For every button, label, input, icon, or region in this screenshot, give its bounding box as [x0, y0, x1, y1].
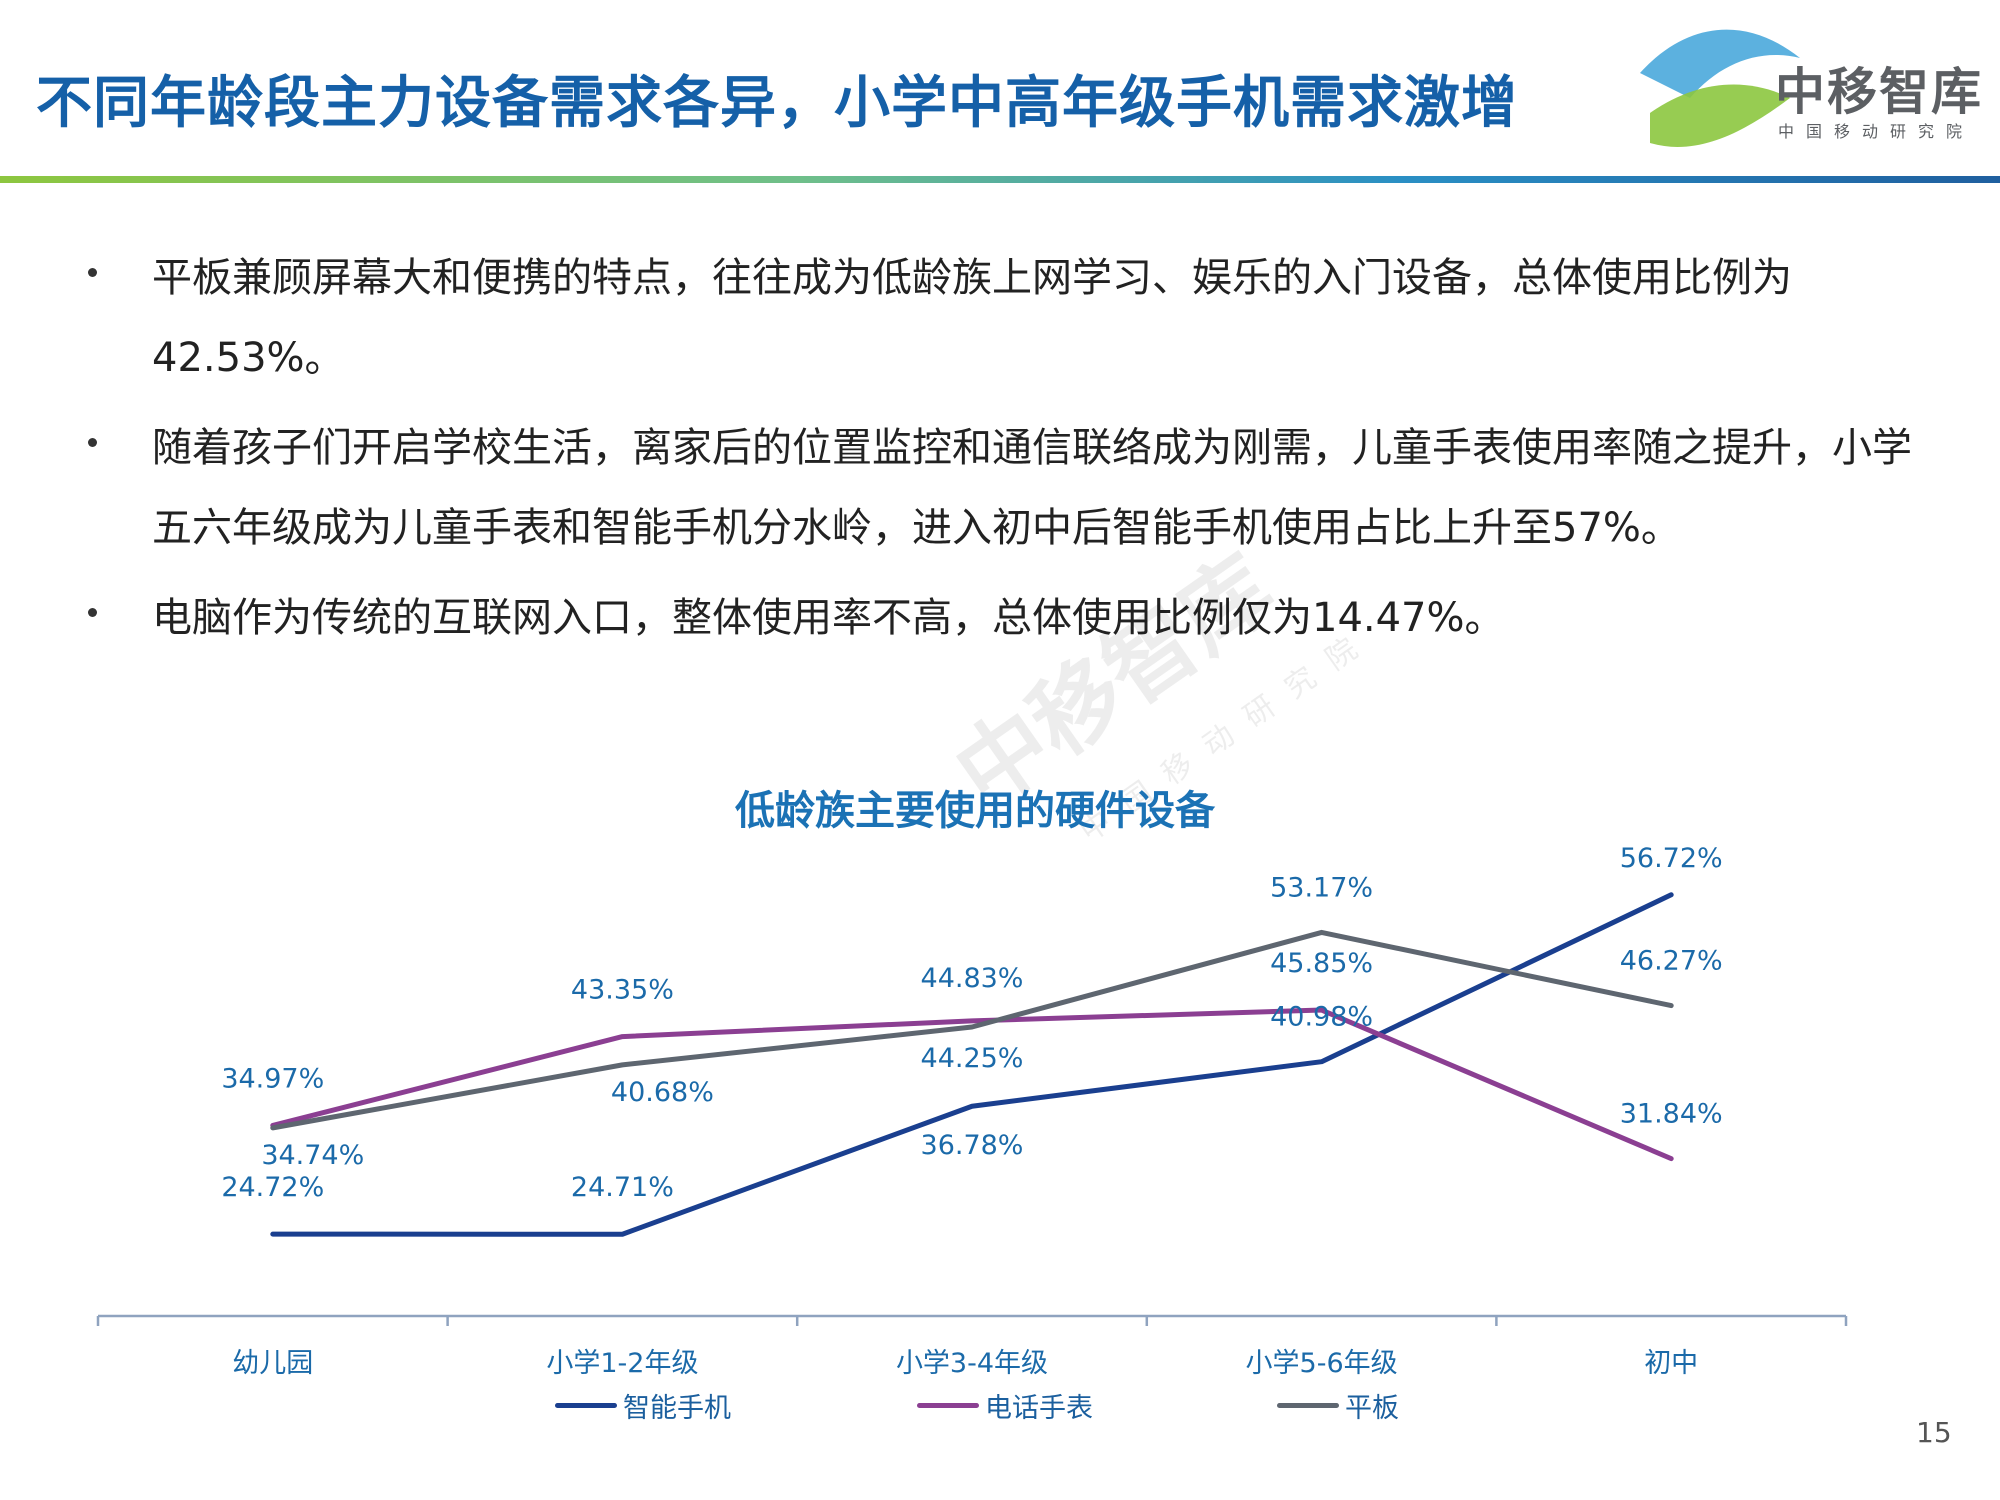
series-line-1 — [270, 1007, 1674, 1162]
bullet-dot-icon — [88, 608, 97, 617]
x-tick-label: 小学3-4年级 — [896, 1348, 1048, 1379]
header-divider — [0, 176, 2000, 183]
bullet-text: 随着孩子们开启学校生活，离家后的位置监控和通信联络成为刚需，儿童手表使用率随之提… — [152, 425, 1912, 551]
bullet-item: 平板兼顾屏幕大和便携的特点，往往成为低龄族上网学习、娱乐的入门设备，总体使用比例… — [80, 238, 1940, 398]
data-label: 46.27% — [1620, 946, 1723, 977]
page-number: 15 — [1916, 1416, 1952, 1449]
logo-subtitle: 中国移动研究院 — [1778, 122, 1975, 141]
page-title: 不同年龄段主力设备需求各异，小学中高年级手机需求激增 — [36, 71, 1518, 136]
data-label: 56.72% — [1620, 843, 1723, 874]
chart-title: 低龄族主要使用的硬件设备 — [735, 788, 1215, 834]
data-label: 34.74% — [261, 1140, 364, 1171]
data-label: 45.85% — [1270, 948, 1373, 979]
data-label: 40.98% — [1270, 1002, 1373, 1033]
data-label: 31.84% — [1620, 1099, 1723, 1130]
logo-icon — [1640, 29, 1800, 147]
bullet-item: 随着孩子们开启学校生活，离家后的位置监控和通信联络成为刚需，儿童手表使用率随之提… — [80, 408, 1940, 568]
data-label: 40.68% — [611, 1077, 714, 1108]
data-label: 44.25% — [921, 1043, 1024, 1074]
data-label: 44.83% — [921, 963, 1024, 994]
legend-swatch-smartphone — [555, 1403, 617, 1408]
x-tick-label: 初中 — [1644, 1348, 1698, 1379]
logo-name: 中移智库 — [1775, 63, 1983, 121]
series-line-0 — [270, 892, 1674, 1237]
bullet-item: 电脑作为传统的互联网入口，整体使用率不高，总体使用比例仅为14.47%。 — [80, 578, 1940, 658]
data-label: 53.17% — [1270, 872, 1373, 903]
data-label: 34.97% — [221, 1063, 324, 1094]
legend-label: 电话手表 — [985, 1393, 1093, 1424]
legend-label: 智能手机 — [623, 1393, 731, 1424]
legend-swatch-watch — [917, 1403, 979, 1408]
legend-label: 平板 — [1345, 1393, 1399, 1424]
x-tick-label: 小学5-6年级 — [1246, 1348, 1398, 1379]
data-label: 36.78% — [921, 1130, 1024, 1161]
bullet-text: 电脑作为传统的互联网入口，整体使用率不高，总体使用比例仅为14.47%。 — [152, 595, 1505, 641]
bullet-dot-icon — [88, 438, 97, 447]
data-label: 43.35% — [571, 975, 674, 1006]
bullet-text: 平板兼顾屏幕大和便携的特点，往往成为低龄族上网学习、娱乐的入门设备，总体使用比例… — [152, 255, 1792, 381]
bullet-dot-icon — [88, 268, 97, 277]
legend-swatch-tablet — [1277, 1403, 1339, 1408]
x-tick-label: 幼儿园 — [232, 1348, 313, 1379]
legend-item: 平板 — [1277, 1386, 1399, 1425]
data-label: 24.71% — [571, 1172, 674, 1203]
x-tick-label: 小学1-2年级 — [546, 1348, 698, 1379]
series-line-2 — [270, 929, 1674, 1131]
chart-legend: 智能手机 电话手表 平板 — [0, 1386, 2000, 1426]
legend-item: 电话手表 — [917, 1386, 1093, 1425]
data-label: 24.72% — [221, 1172, 324, 1203]
bullet-list: 平板兼顾屏幕大和便携的特点，往往成为低龄族上网学习、娱乐的入门设备，总体使用比例… — [80, 238, 1940, 668]
legend-item: 智能手机 — [555, 1386, 731, 1425]
